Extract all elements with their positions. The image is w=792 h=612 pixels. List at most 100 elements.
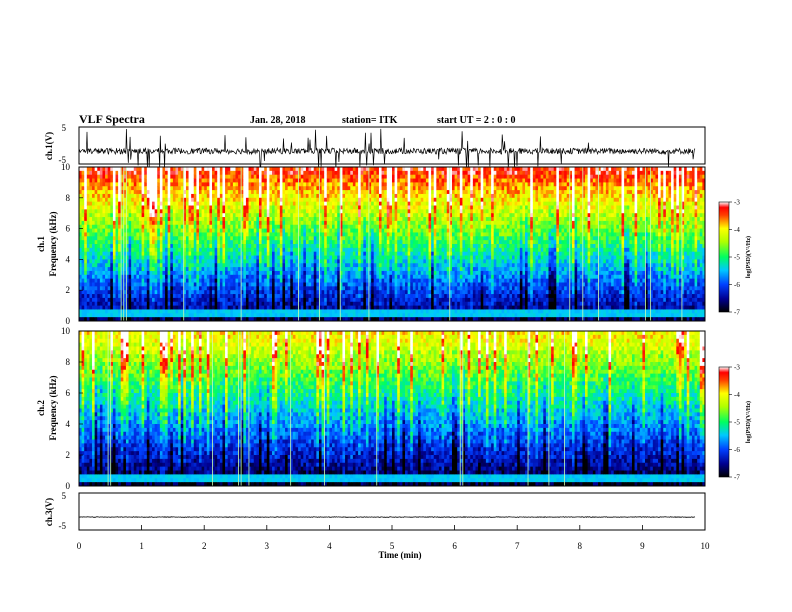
- spectrogram-cell: [269, 294, 273, 299]
- spectrogram-cell: [371, 255, 375, 260]
- spectrogram-cell: [368, 244, 372, 249]
- spectrogram-cell: [279, 201, 283, 206]
- spectrogram-cell: [209, 228, 213, 233]
- spectrogram-cell: [392, 186, 396, 191]
- spectrogram-cell: [172, 278, 176, 283]
- spectrogram-cell: [298, 274, 302, 280]
- spectrogram-cell: [371, 317, 375, 322]
- spectrogram-cell: [212, 267, 216, 272]
- spectrogram-cell: [352, 313, 356, 318]
- spectrogram-cell: [89, 213, 93, 218]
- spectrogram-cell: [180, 209, 184, 214]
- spectrogram-cell: [144, 224, 148, 229]
- spectrogram-cell: [243, 228, 247, 233]
- spectrogram-cell: [386, 224, 390, 229]
- spectrogram-cell: [201, 232, 205, 237]
- spectrogram-cell: [253, 232, 257, 237]
- spectrogram-cell: [118, 317, 122, 322]
- spectrogram-cell: [123, 201, 127, 206]
- spectrogram-cell: [318, 182, 322, 187]
- spectrogram-cell: [235, 170, 239, 176]
- spectrogram-cell: [97, 182, 101, 187]
- spectrogram-cell: [204, 290, 208, 295]
- spectrogram-cell: [326, 263, 330, 268]
- spectrogram-cell: [285, 244, 289, 249]
- spectrogram-cell: [146, 217, 150, 222]
- spectrogram-cell: [107, 282, 111, 287]
- spectrogram-cell: [256, 209, 260, 214]
- spectrogram-cell: [326, 174, 330, 179]
- spectrogram-cell: [97, 290, 101, 295]
- spectrogram-cell: [183, 240, 187, 245]
- spectrogram-cell: [225, 270, 229, 276]
- spectrogram-cell: [355, 267, 359, 272]
- spectrogram-cell: [381, 190, 385, 195]
- spectrogram-cell: [324, 270, 328, 276]
- spectrogram-cell: [138, 174, 142, 179]
- spectrogram-cell: [300, 224, 304, 229]
- spectrogram-cell: [253, 240, 257, 245]
- spectrogram-cell: [292, 205, 296, 210]
- spectrogram-cell: [358, 232, 362, 237]
- spectrogram-cell: [165, 190, 169, 195]
- spectrogram-cell: [384, 170, 388, 176]
- spectrogram-cell: [79, 240, 83, 245]
- spectrogram-cell: [316, 170, 320, 176]
- spectrogram-cell: [107, 205, 111, 210]
- spectrogram-cell: [154, 255, 158, 260]
- spectrogram-cell: [308, 209, 312, 214]
- spectrogram-cell: [253, 167, 257, 172]
- spectrogram-cell: [305, 305, 309, 310]
- spectrogram-cell: [149, 170, 153, 176]
- spectrogram-cell: [264, 267, 268, 272]
- spectrogram-cell: [389, 209, 393, 214]
- spectrogram-cell: [394, 220, 398, 226]
- spectrogram-cell: [79, 186, 83, 191]
- spectrogram-cell: [399, 282, 403, 287]
- spectrogram-cell: [178, 290, 182, 295]
- spectrogram-cell: [295, 313, 299, 318]
- spectrogram-cell: [363, 236, 367, 241]
- spectrogram-cell: [180, 255, 184, 260]
- spectrogram-cell: [84, 186, 88, 191]
- spectrogram-cell: [196, 294, 200, 299]
- spectrogram-cell: [352, 305, 356, 310]
- spectrogram-cell: [232, 186, 236, 191]
- spectrogram-cell: [225, 240, 229, 245]
- spectrogram-cell: [347, 305, 351, 310]
- spectrogram-cell: [313, 232, 317, 237]
- ch1-waveform-ylabel: ch.1(V): [44, 132, 54, 160]
- spectrogram-cell: [125, 286, 129, 291]
- spectrogram-cell: [300, 305, 304, 310]
- spectrogram-cell: [290, 217, 294, 222]
- spectrogram-cell: [165, 178, 169, 183]
- spectrogram-cell: [185, 294, 189, 299]
- spectrogram-cell: [232, 182, 236, 187]
- spectrogram-cell: [206, 190, 210, 195]
- spectrogram-cell: [162, 309, 166, 314]
- spectrogram-cell: [128, 220, 132, 226]
- spectrogram-cell: [238, 209, 242, 214]
- spectrogram-cell: [399, 274, 403, 280]
- spectrogram-cell: [321, 205, 325, 210]
- spectrogram-cell: [295, 301, 299, 306]
- spectrogram-cell: [175, 220, 179, 226]
- spectrogram-cell: [318, 170, 322, 176]
- spectrogram-cell: [339, 190, 343, 195]
- spectrogram-cell: [225, 217, 229, 222]
- spectrogram-cell: [238, 309, 242, 314]
- spectrogram-cell: [214, 236, 218, 241]
- spectrogram-cell: [152, 201, 156, 206]
- spectrogram-cell: [316, 278, 320, 283]
- spectrogram-cell: [279, 228, 283, 233]
- spectrogram-cell: [279, 190, 283, 195]
- spectrogram-cell: [272, 247, 276, 253]
- spectrogram-cell: [115, 294, 119, 299]
- spectrogram-cell: [212, 213, 216, 218]
- spectrogram-cell: [261, 274, 265, 280]
- spectrogram-cell: [232, 224, 236, 229]
- spectrogram-cell: [136, 170, 140, 176]
- spectrogram-cell: [371, 217, 375, 222]
- spectrogram-cell: [146, 167, 150, 172]
- spectrogram-cell: [274, 270, 278, 276]
